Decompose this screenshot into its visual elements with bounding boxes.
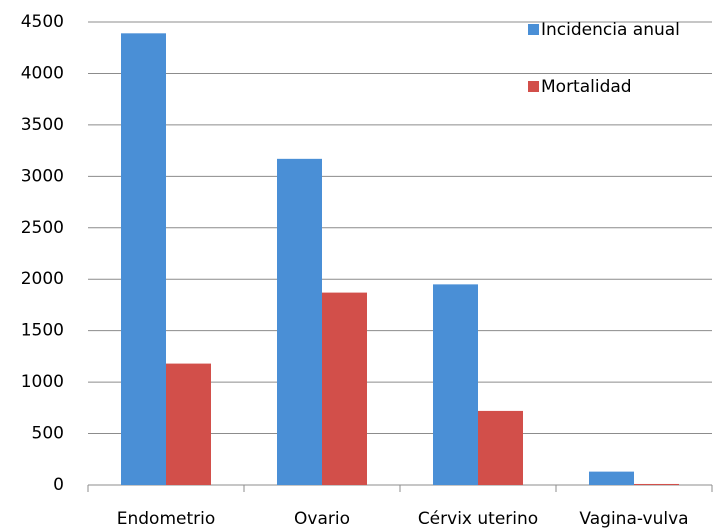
y-tick-label: 1500 [21,321,64,341]
y-tick-label: 3500 [21,115,64,135]
legend-swatch [528,24,539,35]
y-tick-label: 2500 [21,218,64,238]
y-tick-label: 0 [53,475,64,495]
bar [433,284,478,485]
legend-swatch [528,81,539,92]
y-tick-label: 500 [32,424,64,444]
y-tick-label: 4000 [21,63,64,83]
x-tick-label: Endometrio [117,509,216,529]
bar [634,483,679,485]
bar [589,471,634,485]
bar [166,363,211,485]
bar [322,292,367,485]
y-tick-label: 1000 [21,372,64,392]
bar [277,158,322,485]
x-tick-label: Ovario [294,509,350,529]
y-tick-label: 3000 [21,166,64,186]
y-tick-label: 4500 [21,12,64,32]
x-tick-label: Cérvix uterino [418,509,538,529]
x-tick-label: Vagina-vulva [579,509,688,529]
bar [478,410,523,485]
legend-label: Incidencia anual [541,20,680,40]
y-tick-label: 2000 [21,269,64,289]
legend-label: Mortalidad [541,77,632,97]
bar [121,33,166,485]
